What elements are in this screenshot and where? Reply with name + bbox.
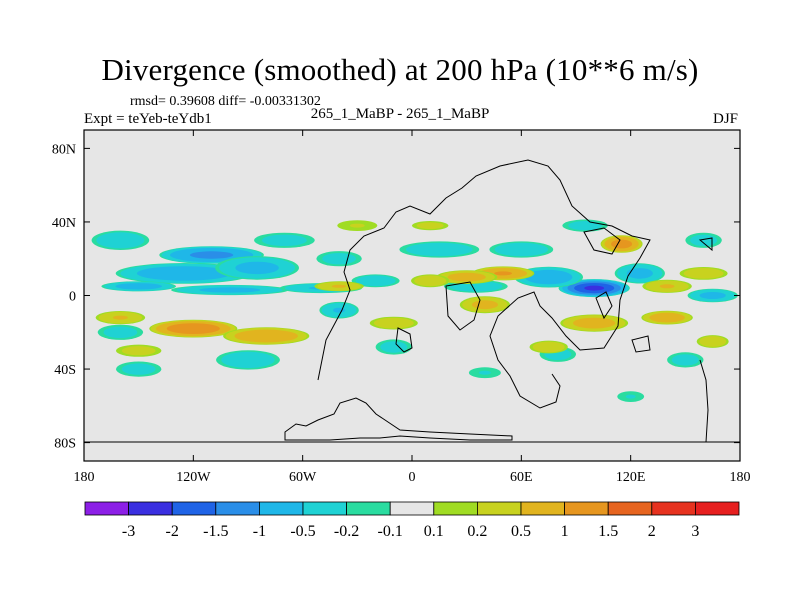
field-contour-19 bbox=[221, 351, 275, 368]
colorbar-label: 0.5 bbox=[511, 523, 531, 540]
colorbar-swatch bbox=[346, 501, 391, 516]
field-contour-42 bbox=[416, 222, 444, 230]
field-contour-21 bbox=[103, 326, 138, 338]
colorbar-swatch bbox=[607, 501, 653, 516]
colorbar-swatch bbox=[215, 501, 260, 516]
field-contour-43 bbox=[683, 268, 724, 279]
field-contour-38 bbox=[573, 317, 616, 329]
colorbar-label: 1.5 bbox=[598, 523, 618, 540]
x-tick-label: 0 bbox=[409, 470, 416, 485]
colorbar-label: -0.5 bbox=[290, 523, 315, 540]
field-contour-25 bbox=[671, 354, 699, 366]
field-contour-31 bbox=[331, 284, 347, 288]
field-layer bbox=[91, 219, 738, 402]
colorbar-swatch bbox=[258, 501, 304, 516]
x-tick-label: 180 bbox=[730, 470, 751, 485]
field-contour-3 bbox=[96, 232, 145, 249]
x-tick-label: 180 bbox=[74, 470, 95, 485]
y-tick-label: 40N bbox=[52, 216, 76, 231]
stats-label: rmsd= 0.39608 diff= -0.00331302 bbox=[130, 94, 321, 109]
field-contour-14 bbox=[568, 221, 602, 231]
colorbar-swatch bbox=[476, 501, 522, 516]
x-tick-label: 60W bbox=[289, 470, 317, 485]
y-tick-label: 80S bbox=[54, 437, 76, 452]
field-contour-0 bbox=[189, 251, 234, 259]
field-contour-13 bbox=[261, 234, 307, 246]
field-contour-27 bbox=[322, 253, 356, 265]
coastline-layer bbox=[84, 159, 740, 443]
field-contour-4 bbox=[115, 283, 162, 290]
colorbar-label: 1 bbox=[561, 523, 569, 540]
field-contour-45 bbox=[699, 336, 727, 347]
colorbar-label: 0.2 bbox=[467, 523, 487, 540]
y-tick-label: 80N bbox=[52, 142, 76, 157]
field-contour-7 bbox=[333, 307, 346, 313]
chart-title: Divergence (smoothed) at 200 hPa (10**6 … bbox=[101, 52, 699, 87]
x-tick-label: 120E bbox=[616, 470, 646, 485]
field-contour-41 bbox=[373, 317, 414, 329]
field-contour-5 bbox=[199, 287, 261, 293]
colorbar: -3 -2 -1.5 -1 -0.5 -0.2 -0.1 0.1 0.2 0.5 1 1.5 2 3 bbox=[84, 501, 740, 540]
colorbar-label: 0.1 bbox=[424, 523, 444, 540]
colorbar-swatch bbox=[695, 501, 740, 516]
colorbar-swatch bbox=[171, 501, 217, 516]
field-contour-12 bbox=[405, 242, 473, 257]
field-contour-46 bbox=[349, 223, 365, 228]
field-contour-1 bbox=[136, 266, 232, 281]
plot-background bbox=[84, 130, 740, 461]
field-contour-8 bbox=[584, 285, 605, 291]
colorbar-swatch bbox=[84, 501, 129, 516]
field-contour-18 bbox=[699, 292, 726, 299]
y-tick-label: 40S bbox=[54, 363, 76, 378]
field-contour-30 bbox=[447, 272, 486, 282]
colorbar-label: -3 bbox=[122, 523, 135, 540]
colorbar-swatch bbox=[433, 501, 478, 516]
colorbar-label: 3 bbox=[691, 523, 699, 540]
field-contour-16 bbox=[355, 275, 396, 287]
colorbar-swatch bbox=[564, 501, 609, 516]
field-contour-28 bbox=[611, 239, 633, 249]
field-contour-39 bbox=[649, 312, 685, 323]
field-contour-9 bbox=[525, 269, 573, 285]
field-contour-35 bbox=[234, 329, 298, 343]
field-contour-26 bbox=[625, 394, 636, 399]
colorbar-swatch bbox=[520, 501, 565, 516]
axis-layer: 180 120W 60W 0 60E 120E 180 80N 40N 0 40S 80S bbox=[52, 130, 751, 485]
season-label: DJF bbox=[712, 111, 738, 127]
colorbar-label: 2 bbox=[648, 523, 656, 540]
colorbar-label: -0.2 bbox=[334, 523, 359, 540]
field-contour-22 bbox=[380, 341, 408, 353]
colorbar-label: -1 bbox=[253, 523, 266, 540]
expt-label: Expt = teYeb-teYdb1 bbox=[84, 111, 212, 127]
colorbar-label: -0.1 bbox=[378, 523, 403, 540]
colorbar-swatch bbox=[128, 501, 173, 516]
runs-label: 265_1_MaBP - 265_1_MaBP bbox=[310, 106, 490, 122]
field-contour-32 bbox=[414, 275, 447, 287]
field-contour-11 bbox=[494, 242, 548, 257]
x-tick-label: 60E bbox=[510, 470, 533, 485]
field-contour-2 bbox=[235, 261, 279, 275]
field-contour-33 bbox=[659, 284, 675, 289]
colorbar-swatch bbox=[389, 501, 435, 516]
x-tick-label: 120W bbox=[176, 470, 211, 485]
colorbar-label: -2 bbox=[166, 523, 179, 540]
field-contour-20 bbox=[121, 363, 156, 375]
field-contour-15 bbox=[690, 234, 718, 246]
field-contour-37 bbox=[471, 300, 498, 310]
field-contour-10 bbox=[626, 268, 653, 279]
y-tick-label: 0 bbox=[69, 290, 76, 305]
field-contour-44 bbox=[532, 341, 565, 353]
field-contour-40 bbox=[121, 346, 156, 356]
colorbar-swatch bbox=[302, 501, 347, 516]
colorbar-swatch bbox=[651, 501, 696, 516]
colorbar-label: -1.5 bbox=[203, 523, 228, 540]
field-contour-29 bbox=[494, 271, 512, 276]
field-contour-36 bbox=[113, 315, 128, 320]
field-contour-23 bbox=[478, 370, 491, 375]
field-contour-34 bbox=[166, 323, 220, 334]
